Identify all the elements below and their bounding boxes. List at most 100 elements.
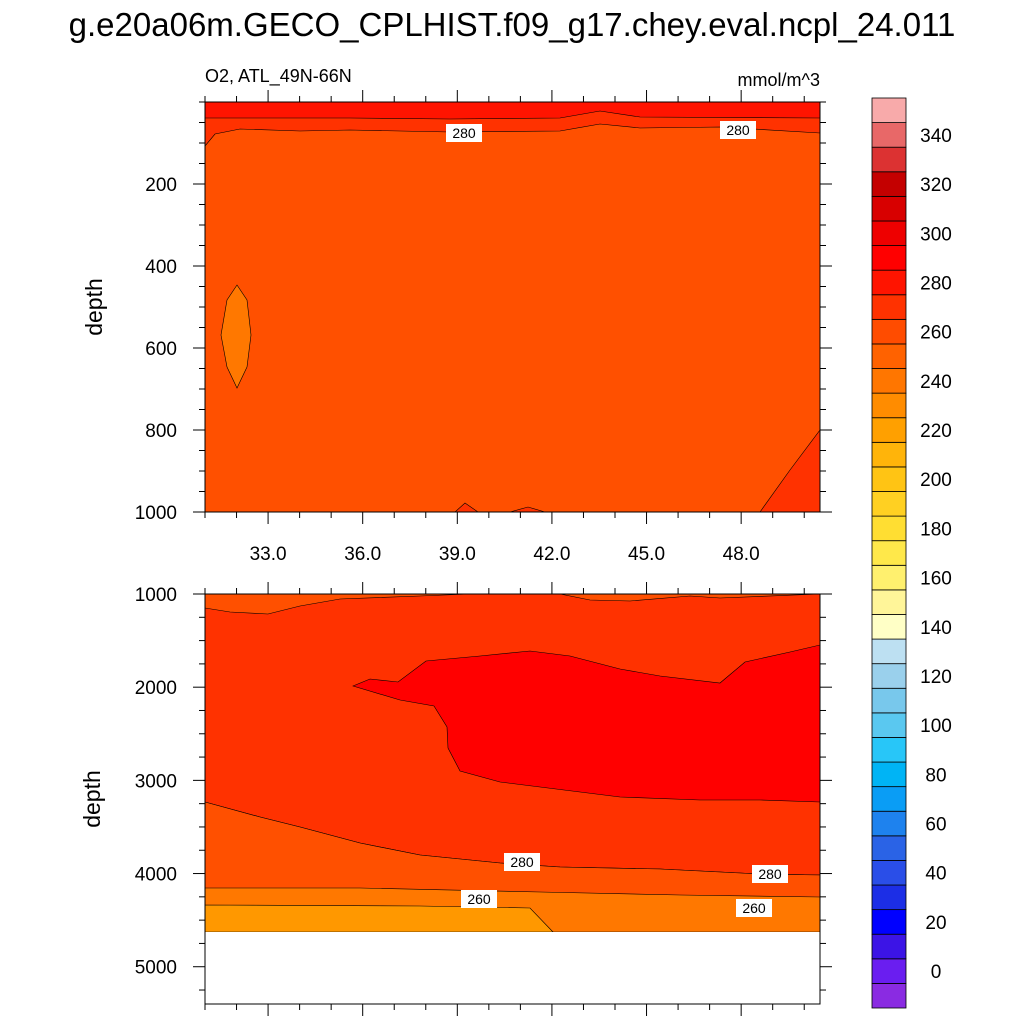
svg-text:260: 260 <box>742 900 766 916</box>
svg-text:280: 280 <box>452 125 476 141</box>
colorbar-label: 80 <box>925 765 946 786</box>
y-tick-label: 1000 <box>135 503 177 524</box>
lower-no-data-area <box>205 932 820 1004</box>
colorbar-swatch <box>871 515 907 542</box>
lower-plot-frame <box>204 593 821 1005</box>
lower-contour-label-3: 260 <box>461 890 497 908</box>
colorbar-label: 300 <box>920 224 952 245</box>
upper-bottom-bump-2 <box>509 506 546 512</box>
svg-text:280: 280 <box>510 854 534 870</box>
lower-band-250 <box>205 904 554 933</box>
x-tick-label: 33.0 <box>250 544 287 565</box>
colorbar-swatch <box>871 220 907 246</box>
colorbar-swatch <box>871 958 907 984</box>
colorbar-swatch <box>871 933 907 960</box>
lower-contour-label-2: 280 <box>752 865 788 883</box>
lower-panel: 280 280 260 260 depth 1000 2000 3000 4000 50… <box>79 582 832 1016</box>
svg-text:260: 260 <box>467 891 491 907</box>
colorbar-swatch <box>871 491 907 517</box>
colorbar-label: 260 <box>920 323 952 344</box>
colorbar-label: 120 <box>920 667 952 688</box>
x-tick-label: 45.0 <box>628 544 665 565</box>
svg-text:280: 280 <box>726 122 750 138</box>
colorbar-label: 160 <box>920 569 952 590</box>
colorbar-swatch <box>871 761 907 788</box>
colorbar-label: 0 <box>931 962 942 983</box>
colorbar-swatch <box>871 343 907 369</box>
colorbar-label: 200 <box>920 470 952 491</box>
colorbar-swatch <box>871 983 907 1009</box>
upper-contour-label-1: 280 <box>446 124 482 142</box>
colorbar-swatch <box>871 884 907 911</box>
colorbar-label: 280 <box>920 273 952 294</box>
y-tick-label: 4000 <box>135 865 177 886</box>
lower-core-290 <box>352 644 820 803</box>
colorbar-swatch <box>871 245 907 271</box>
colorbar-label: 220 <box>920 421 952 442</box>
colorbar-swatch <box>871 614 907 640</box>
colorbar-label: 320 <box>920 175 952 196</box>
y-tick-label: 200 <box>145 175 177 196</box>
colorbar-swatch <box>871 441 907 468</box>
upper-lens <box>220 284 252 389</box>
colorbar-swatch <box>871 146 907 173</box>
colorbar-swatch <box>871 97 907 123</box>
upper-bottom-corner <box>759 429 820 512</box>
colorbar-swatch <box>871 860 907 886</box>
colorbar-label: 180 <box>920 519 952 540</box>
colorbar-swatch <box>871 540 907 566</box>
colorbar-swatch <box>871 687 907 714</box>
y-tick-label: 600 <box>145 339 177 360</box>
colorbar-swatch <box>871 810 907 837</box>
y-tick-label: 2000 <box>135 678 177 699</box>
x-tick-label: 42.0 <box>533 544 570 565</box>
lower-contour-label-4: 260 <box>736 899 772 917</box>
variable-label: O2, ATL_49N-66N <box>205 66 352 87</box>
y-tick-label: 1000 <box>135 585 177 606</box>
colorbar-swatch <box>871 171 907 197</box>
y-tick-label: 800 <box>145 421 177 442</box>
upper-band-bulk <box>205 123 820 512</box>
upper-x-ticks: 33.0 36.0 39.0 42.0 45.0 48.0 <box>204 90 805 565</box>
colorbar-swatch <box>871 786 907 812</box>
y-tick-label: 3000 <box>135 771 177 792</box>
x-tick-label: 48.0 <box>723 544 760 565</box>
colorbar-swatch <box>871 663 907 689</box>
colorbar-label: 40 <box>925 864 946 885</box>
lower-contour-label-1: 280 <box>504 853 540 871</box>
svg-text:280: 280 <box>758 866 782 882</box>
units-label: mmol/m^3 <box>738 70 820 90</box>
y-tick-label: 400 <box>145 257 177 278</box>
colorbar-swatch <box>871 589 907 615</box>
colorbar-swatch <box>871 737 907 763</box>
colorbar-swatch <box>871 195 907 222</box>
colorbar-swatch <box>871 269 907 296</box>
lower-x-ticks <box>204 582 805 1016</box>
colorbar-swatch <box>871 564 907 591</box>
colorbar-label: 60 <box>925 815 946 836</box>
colorbar-swatch <box>871 122 907 148</box>
colorbar-label: 20 <box>925 913 946 934</box>
upper-y-ticks: 200 400 600 800 1000 <box>135 101 832 524</box>
lower-y-ticks: 1000 2000 3000 4000 5000 <box>135 585 832 991</box>
upper-contour-label-2: 280 <box>720 121 756 139</box>
x-tick-label: 36.0 <box>344 544 381 565</box>
colorbar: 0 20 40 60 80 100 120 140 160 180 200 220 240 260 280 3… <box>871 97 952 1009</box>
colorbar-label: 140 <box>920 618 952 639</box>
colorbar-label: 340 <box>920 126 952 147</box>
colorbar-swatch <box>871 318 907 345</box>
colorbar-swatch <box>871 368 907 394</box>
x-tick-label: 39.0 <box>439 544 476 565</box>
colorbar-label: 100 <box>920 716 952 737</box>
colorbar-swatch <box>871 466 907 492</box>
y-tick-label: 5000 <box>135 958 177 979</box>
lower-contour-field <box>205 594 820 1004</box>
colorbar-swatch <box>871 417 907 443</box>
colorbar-swatch <box>871 909 907 935</box>
colorbar-swatch <box>871 835 907 861</box>
upper-y-axis-label: depth <box>81 278 107 336</box>
upper-contour-field <box>205 102 820 512</box>
upper-bottom-bump-1 <box>454 502 479 512</box>
